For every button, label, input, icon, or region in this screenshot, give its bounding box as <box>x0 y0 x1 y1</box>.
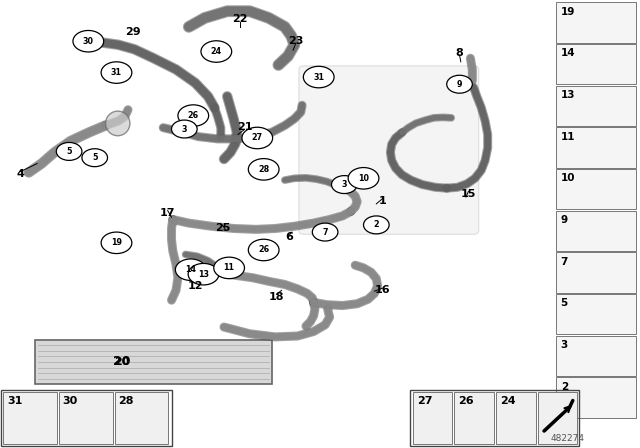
Text: 7: 7 <box>561 257 568 267</box>
Text: 30: 30 <box>63 396 78 406</box>
Text: 24: 24 <box>500 396 515 406</box>
Text: 16: 16 <box>375 285 390 295</box>
Text: 11: 11 <box>223 263 235 272</box>
Text: 3: 3 <box>182 125 187 134</box>
Bar <box>556 211 636 251</box>
Bar <box>556 2 636 43</box>
Text: 1: 1 <box>379 196 387 206</box>
Text: 9: 9 <box>561 215 568 225</box>
Circle shape <box>332 176 357 194</box>
Text: 4: 4 <box>17 169 24 179</box>
Bar <box>556 252 636 293</box>
Text: 17: 17 <box>160 208 175 218</box>
Circle shape <box>303 66 334 88</box>
Bar <box>538 392 577 444</box>
Text: 12: 12 <box>188 281 203 291</box>
Circle shape <box>447 75 472 93</box>
Text: 13: 13 <box>561 90 575 100</box>
Circle shape <box>242 127 273 149</box>
Text: 18: 18 <box>269 292 284 302</box>
Bar <box>556 169 636 209</box>
Bar <box>59 392 113 444</box>
Text: 14: 14 <box>185 265 196 274</box>
Text: 31: 31 <box>111 68 122 77</box>
Text: 2: 2 <box>374 220 379 229</box>
Text: 19: 19 <box>111 238 122 247</box>
Circle shape <box>364 216 389 234</box>
Text: 26: 26 <box>458 396 474 406</box>
Text: 11: 11 <box>561 132 575 142</box>
Ellipse shape <box>106 111 130 136</box>
Text: 9: 9 <box>457 80 462 89</box>
Text: 27: 27 <box>252 134 263 142</box>
Text: 5: 5 <box>92 153 97 162</box>
Text: 6: 6 <box>285 233 293 242</box>
Text: 29: 29 <box>125 27 141 37</box>
Bar <box>1 390 172 446</box>
Text: 28: 28 <box>258 165 269 174</box>
Bar <box>454 392 494 444</box>
Text: 7: 7 <box>323 228 328 237</box>
Circle shape <box>312 223 338 241</box>
Circle shape <box>348 168 379 189</box>
Text: 10: 10 <box>358 174 369 183</box>
Text: 2: 2 <box>561 382 568 392</box>
Circle shape <box>201 41 232 62</box>
Text: 15: 15 <box>461 189 476 198</box>
Circle shape <box>248 239 279 261</box>
Text: 25: 25 <box>215 223 230 233</box>
Text: 27: 27 <box>417 396 432 406</box>
Text: 26: 26 <box>258 246 269 254</box>
Circle shape <box>101 62 132 83</box>
Text: 21: 21 <box>237 122 252 132</box>
Text: 3: 3 <box>342 180 347 189</box>
FancyBboxPatch shape <box>299 66 479 234</box>
Circle shape <box>56 142 82 160</box>
Text: 14: 14 <box>561 48 575 58</box>
Bar <box>556 86 636 126</box>
Bar <box>410 390 579 446</box>
Text: 13: 13 <box>198 270 209 279</box>
Text: 28: 28 <box>118 396 134 406</box>
Bar <box>3 392 57 444</box>
Bar <box>413 392 452 444</box>
Circle shape <box>248 159 279 180</box>
Circle shape <box>172 120 197 138</box>
Circle shape <box>175 259 206 280</box>
Bar <box>556 294 636 334</box>
Text: 22: 22 <box>232 14 248 24</box>
Text: 482274: 482274 <box>550 434 584 443</box>
Bar <box>115 392 168 444</box>
Text: 20: 20 <box>113 355 131 369</box>
Text: 31: 31 <box>7 396 22 406</box>
Bar <box>556 44 636 84</box>
Bar <box>35 340 272 384</box>
Text: 24: 24 <box>211 47 222 56</box>
Text: 19: 19 <box>561 7 575 17</box>
Text: 8: 8 <box>456 48 463 58</box>
Bar <box>556 377 636 418</box>
Text: 3: 3 <box>561 340 568 350</box>
Text: 30: 30 <box>83 37 94 46</box>
Text: 5: 5 <box>67 147 72 156</box>
Circle shape <box>101 232 132 254</box>
Text: 26: 26 <box>188 111 199 120</box>
Text: 23: 23 <box>288 36 303 46</box>
Text: 10: 10 <box>561 173 575 183</box>
Circle shape <box>178 105 209 126</box>
Text: 20: 20 <box>114 357 129 367</box>
Bar <box>556 336 636 376</box>
Text: 31: 31 <box>313 73 324 82</box>
Circle shape <box>82 149 108 167</box>
Text: 5: 5 <box>561 298 568 308</box>
Bar <box>496 392 536 444</box>
Bar <box>556 127 636 168</box>
Circle shape <box>188 263 219 285</box>
Circle shape <box>73 30 104 52</box>
Circle shape <box>214 257 244 279</box>
